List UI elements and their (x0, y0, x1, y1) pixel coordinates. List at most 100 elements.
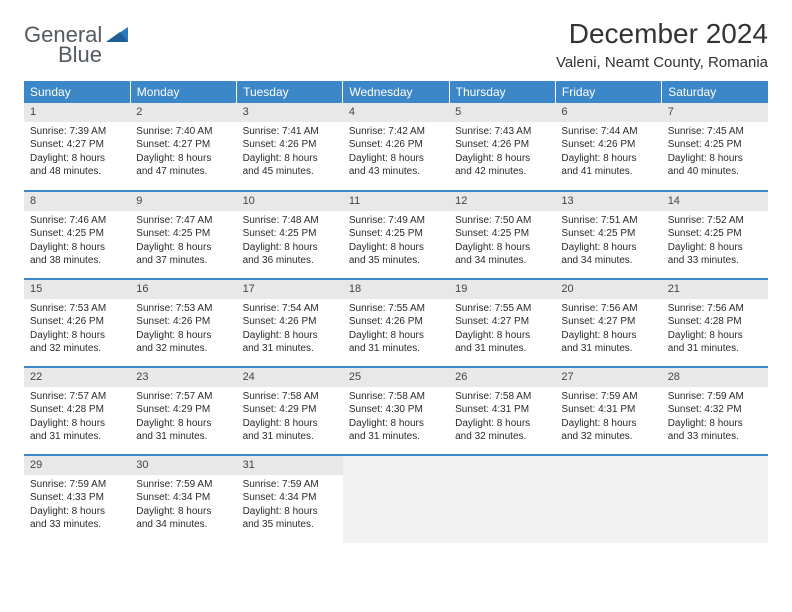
day-body: Sunrise: 7:41 AMSunset: 4:26 PMDaylight:… (237, 122, 343, 183)
sunrise-line: Sunrise: 7:48 AM (243, 214, 337, 228)
calendar-day-cell: 14Sunrise: 7:52 AMSunset: 4:25 PMDayligh… (662, 191, 768, 279)
daylight-line: Daylight: 8 hours and 31 minutes. (561, 329, 655, 356)
day-body: Sunrise: 7:54 AMSunset: 4:26 PMDaylight:… (237, 299, 343, 360)
daylight-line: Daylight: 8 hours and 35 minutes. (349, 241, 443, 268)
daylight-line: Daylight: 8 hours and 31 minutes. (243, 329, 337, 356)
day-body: Sunrise: 7:59 AMSunset: 4:34 PMDaylight:… (130, 475, 236, 536)
calendar-day-cell: 29Sunrise: 7:59 AMSunset: 4:33 PMDayligh… (24, 455, 130, 543)
day-body: Sunrise: 7:47 AMSunset: 4:25 PMDaylight:… (130, 211, 236, 272)
sunset-line: Sunset: 4:32 PM (668, 403, 762, 417)
daylight-line: Daylight: 8 hours and 31 minutes. (349, 329, 443, 356)
calendar-day-cell: 30Sunrise: 7:59 AMSunset: 4:34 PMDayligh… (130, 455, 236, 543)
sunset-line: Sunset: 4:33 PM (30, 491, 124, 505)
title-block: December 2024 Valeni, Neamt County, Roma… (556, 18, 768, 71)
daylight-line: Daylight: 8 hours and 34 minutes. (561, 241, 655, 268)
page: General Blue December 2024 Valeni, Neamt… (0, 0, 792, 559)
daylight-line: Daylight: 8 hours and 48 minutes. (30, 152, 124, 179)
sunrise-line: Sunrise: 7:44 AM (561, 125, 655, 139)
day-number: 7 (662, 103, 768, 122)
daylight-line: Daylight: 8 hours and 45 minutes. (243, 152, 337, 179)
calendar-week-row: 1Sunrise: 7:39 AMSunset: 4:27 PMDaylight… (24, 103, 768, 191)
daylight-line: Daylight: 8 hours and 33 minutes. (30, 505, 124, 532)
sunrise-line: Sunrise: 7:58 AM (455, 390, 549, 404)
sunrise-line: Sunrise: 7:53 AM (136, 302, 230, 316)
calendar-day-cell: 28Sunrise: 7:59 AMSunset: 4:32 PMDayligh… (662, 367, 768, 455)
day-number: 30 (130, 456, 236, 475)
day-number: 6 (555, 103, 661, 122)
weekday-header: Saturday (662, 81, 768, 103)
day-number: 9 (130, 192, 236, 211)
daylight-line: Daylight: 8 hours and 47 minutes. (136, 152, 230, 179)
day-body: Sunrise: 7:53 AMSunset: 4:26 PMDaylight:… (130, 299, 236, 360)
daylight-line: Daylight: 8 hours and 31 minutes. (243, 417, 337, 444)
sunset-line: Sunset: 4:26 PM (243, 315, 337, 329)
weekday-header: Friday (555, 81, 661, 103)
sunrise-line: Sunrise: 7:42 AM (349, 125, 443, 139)
sunset-line: Sunset: 4:26 PM (136, 315, 230, 329)
sunrise-line: Sunrise: 7:59 AM (668, 390, 762, 404)
calendar-day-cell: 5Sunrise: 7:43 AMSunset: 4:26 PMDaylight… (449, 103, 555, 191)
day-body: Sunrise: 7:58 AMSunset: 4:29 PMDaylight:… (237, 387, 343, 448)
sunrise-line: Sunrise: 7:43 AM (455, 125, 549, 139)
daylight-line: Daylight: 8 hours and 42 minutes. (455, 152, 549, 179)
sunrise-line: Sunrise: 7:47 AM (136, 214, 230, 228)
calendar-day-cell: 19Sunrise: 7:55 AMSunset: 4:27 PMDayligh… (449, 279, 555, 367)
day-number: 4 (343, 103, 449, 122)
day-number: 21 (662, 280, 768, 299)
sunrise-line: Sunrise: 7:57 AM (30, 390, 124, 404)
sunset-line: Sunset: 4:34 PM (136, 491, 230, 505)
day-number: 10 (237, 192, 343, 211)
day-number: 2 (130, 103, 236, 122)
calendar-day-cell: 24Sunrise: 7:58 AMSunset: 4:29 PMDayligh… (237, 367, 343, 455)
calendar-day-cell: 26Sunrise: 7:58 AMSunset: 4:31 PMDayligh… (449, 367, 555, 455)
calendar-table: SundayMondayTuesdayWednesdayThursdayFrid… (24, 81, 768, 543)
sunrise-line: Sunrise: 7:56 AM (668, 302, 762, 316)
calendar-day-cell: 3Sunrise: 7:41 AMSunset: 4:26 PMDaylight… (237, 103, 343, 191)
daylight-line: Daylight: 8 hours and 38 minutes. (30, 241, 124, 268)
day-body: Sunrise: 7:48 AMSunset: 4:25 PMDaylight:… (237, 211, 343, 272)
calendar-day-cell: 17Sunrise: 7:54 AMSunset: 4:26 PMDayligh… (237, 279, 343, 367)
day-body: Sunrise: 7:59 AMSunset: 4:32 PMDaylight:… (662, 387, 768, 448)
day-number: 25 (343, 368, 449, 387)
day-body: Sunrise: 7:39 AMSunset: 4:27 PMDaylight:… (24, 122, 130, 183)
weekday-header: Sunday (24, 81, 130, 103)
daylight-line: Daylight: 8 hours and 33 minutes. (668, 417, 762, 444)
sunset-line: Sunset: 4:27 PM (455, 315, 549, 329)
day-body: Sunrise: 7:57 AMSunset: 4:29 PMDaylight:… (130, 387, 236, 448)
sunrise-line: Sunrise: 7:53 AM (30, 302, 124, 316)
calendar-day-cell: 23Sunrise: 7:57 AMSunset: 4:29 PMDayligh… (130, 367, 236, 455)
day-number: 31 (237, 456, 343, 475)
sunrise-line: Sunrise: 7:55 AM (349, 302, 443, 316)
sunrise-line: Sunrise: 7:49 AM (349, 214, 443, 228)
logo-line2: Blue (58, 44, 102, 66)
sunset-line: Sunset: 4:25 PM (561, 227, 655, 241)
day-number: 18 (343, 280, 449, 299)
day-number (343, 456, 449, 475)
logo-triangle-icon (106, 24, 132, 49)
day-body: Sunrise: 7:52 AMSunset: 4:25 PMDaylight:… (662, 211, 768, 272)
sunset-line: Sunset: 4:25 PM (455, 227, 549, 241)
day-number: 23 (130, 368, 236, 387)
day-body: Sunrise: 7:51 AMSunset: 4:25 PMDaylight:… (555, 211, 661, 272)
calendar-day-cell: 2Sunrise: 7:40 AMSunset: 4:27 PMDaylight… (130, 103, 236, 191)
sunrise-line: Sunrise: 7:58 AM (349, 390, 443, 404)
day-number: 22 (24, 368, 130, 387)
weekday-header: Tuesday (237, 81, 343, 103)
daylight-line: Daylight: 8 hours and 40 minutes. (668, 152, 762, 179)
sunrise-line: Sunrise: 7:40 AM (136, 125, 230, 139)
sunrise-line: Sunrise: 7:46 AM (30, 214, 124, 228)
day-number: 13 (555, 192, 661, 211)
sunset-line: Sunset: 4:29 PM (136, 403, 230, 417)
day-body: Sunrise: 7:59 AMSunset: 4:31 PMDaylight:… (555, 387, 661, 448)
day-number: 19 (449, 280, 555, 299)
daylight-line: Daylight: 8 hours and 31 minutes. (349, 417, 443, 444)
calendar-day-cell: 20Sunrise: 7:56 AMSunset: 4:27 PMDayligh… (555, 279, 661, 367)
sunset-line: Sunset: 4:26 PM (30, 315, 124, 329)
sunset-line: Sunset: 4:25 PM (668, 227, 762, 241)
daylight-line: Daylight: 8 hours and 32 minutes. (136, 329, 230, 356)
sunset-line: Sunset: 4:31 PM (561, 403, 655, 417)
calendar-day-cell: 4Sunrise: 7:42 AMSunset: 4:26 PMDaylight… (343, 103, 449, 191)
sunset-line: Sunset: 4:30 PM (349, 403, 443, 417)
calendar-day-cell (449, 455, 555, 543)
day-body: Sunrise: 7:57 AMSunset: 4:28 PMDaylight:… (24, 387, 130, 448)
